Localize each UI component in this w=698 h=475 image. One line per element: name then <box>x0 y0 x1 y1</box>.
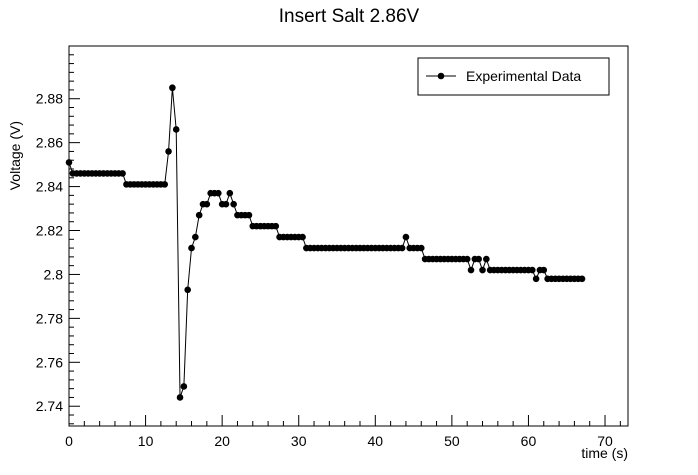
data-point <box>184 286 191 294</box>
x-tick-label: 40 <box>368 433 384 449</box>
data-point <box>398 244 406 252</box>
y-tick-label: 2.82 <box>36 223 63 239</box>
data-point <box>245 211 253 219</box>
data-point <box>65 159 73 166</box>
y-tick-label: 2.84 <box>36 179 63 195</box>
y-tick-label: 2.78 <box>36 310 63 326</box>
series-layer <box>65 84 586 401</box>
data-point <box>203 200 211 208</box>
x-axis-title: time (s) <box>581 445 628 461</box>
x-tick-label: 60 <box>521 433 537 449</box>
y-tick-label: 2.74 <box>36 398 63 414</box>
y-axis: 2.74 2.76 2.78 2.8 2.82 2.84 2.86 2.88 <box>36 54 80 425</box>
data-point <box>479 266 486 274</box>
y-tick-label: 2.8 <box>44 266 64 282</box>
data-point <box>532 275 540 283</box>
y-axis-title: Voltage (V) <box>7 121 23 190</box>
y-tick-label: 2.86 <box>36 135 63 151</box>
x-tick-label: 50 <box>444 433 460 449</box>
x-tick-label: 70 <box>597 433 613 449</box>
data-point <box>483 255 490 263</box>
data-point <box>192 233 199 241</box>
y-tick-label: 2.76 <box>36 354 63 370</box>
series-line <box>68 87 583 398</box>
legend-marker-sample <box>437 72 445 80</box>
data-point <box>176 394 184 401</box>
data-point <box>165 148 172 155</box>
data-point <box>169 84 176 92</box>
data-point <box>475 255 482 263</box>
data-point <box>180 383 188 390</box>
x-tick-label: 10 <box>138 433 154 449</box>
data-point <box>463 255 471 263</box>
data-point <box>215 189 222 197</box>
data-point <box>188 244 195 252</box>
x-axis: 0 10 20 30 40 50 60 70 <box>65 415 621 449</box>
data-point <box>222 200 230 208</box>
data-point <box>528 266 536 274</box>
data-point <box>540 266 548 274</box>
data-point <box>172 126 180 133</box>
legend: Experimental Data <box>417 57 610 96</box>
data-point <box>578 275 586 283</box>
plot-frame <box>68 45 629 427</box>
data-point <box>195 211 203 219</box>
data-point <box>417 244 425 252</box>
data-point <box>161 181 169 188</box>
data-point <box>299 233 306 241</box>
data-point <box>226 189 234 197</box>
x-tick-label: 20 <box>214 433 230 449</box>
data-point <box>272 222 280 230</box>
data-point <box>119 170 126 177</box>
x-tick-label: 30 <box>291 433 307 449</box>
y-tick-label: 2.88 <box>36 91 63 107</box>
data-point <box>402 233 410 241</box>
legend-label: Experimental Data <box>466 68 581 84</box>
chart-title: Insert Salt 2.86V <box>278 6 420 27</box>
data-point <box>467 266 475 274</box>
x-tick-label: 0 <box>65 433 73 449</box>
data-point <box>230 200 237 208</box>
